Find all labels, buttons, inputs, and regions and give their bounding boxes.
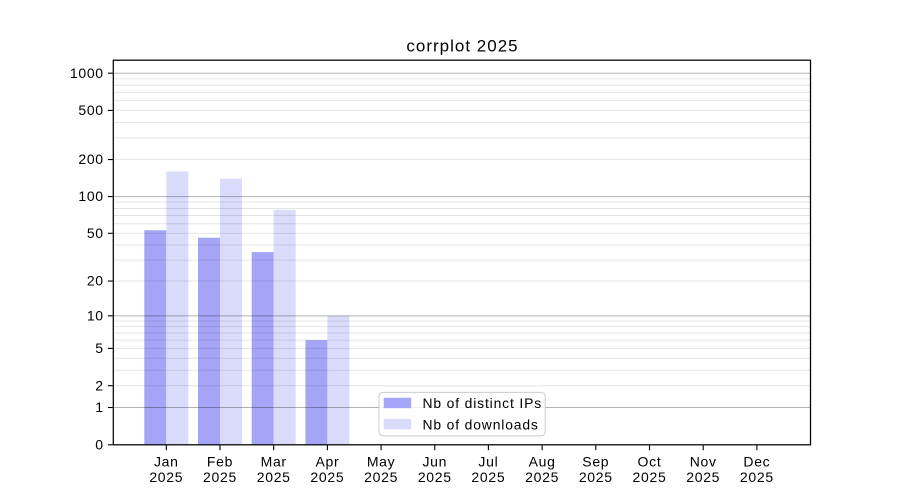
- svg-text:Jun: Jun: [422, 454, 447, 470]
- svg-text:Nb of distinct IPs: Nb of distinct IPs: [423, 395, 543, 411]
- svg-text:Nb of downloads: Nb of downloads: [423, 416, 539, 432]
- svg-text:2025: 2025: [633, 469, 667, 485]
- svg-text:2025: 2025: [579, 469, 613, 485]
- svg-text:2025: 2025: [149, 469, 183, 485]
- svg-text:2025: 2025: [364, 469, 398, 485]
- svg-text:Aug: Aug: [529, 454, 556, 470]
- svg-text:0: 0: [95, 436, 104, 452]
- svg-text:2025: 2025: [471, 469, 505, 485]
- svg-text:100: 100: [78, 188, 103, 204]
- svg-text:Feb: Feb: [207, 454, 233, 470]
- svg-text:Sep: Sep: [582, 454, 609, 470]
- svg-text:2: 2: [95, 377, 104, 393]
- svg-text:2025: 2025: [310, 469, 344, 485]
- svg-text:Mar: Mar: [261, 454, 287, 470]
- svg-text:2025: 2025: [740, 469, 774, 485]
- svg-text:20: 20: [87, 273, 104, 289]
- svg-text:1000: 1000: [70, 65, 104, 81]
- svg-text:2025: 2025: [525, 469, 559, 485]
- svg-text:2025: 2025: [686, 469, 720, 485]
- svg-text:1: 1: [95, 399, 104, 415]
- svg-text:50: 50: [87, 225, 104, 241]
- svg-text:Jul: Jul: [478, 454, 498, 470]
- svg-text:5: 5: [95, 340, 104, 356]
- svg-text:May: May: [367, 454, 396, 470]
- svg-text:Apr: Apr: [315, 454, 339, 470]
- svg-text:2025: 2025: [203, 469, 237, 485]
- svg-text:Jan: Jan: [154, 454, 179, 470]
- svg-text:Nov: Nov: [690, 454, 717, 470]
- svg-text:10: 10: [87, 307, 104, 323]
- svg-text:corrplot 2025: corrplot 2025: [406, 37, 518, 56]
- svg-text:Dec: Dec: [743, 454, 770, 470]
- svg-text:200: 200: [78, 151, 103, 167]
- svg-text:2025: 2025: [257, 469, 291, 485]
- svg-text:Oct: Oct: [638, 454, 662, 470]
- svg-text:2025: 2025: [418, 469, 452, 485]
- svg-text:500: 500: [78, 102, 103, 118]
